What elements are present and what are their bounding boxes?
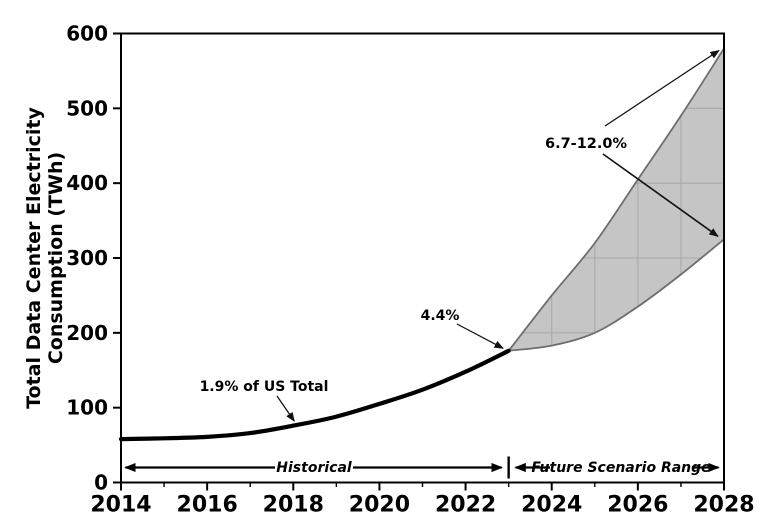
historical-line bbox=[118, 348, 511, 442]
y-tick-label: 300 bbox=[66, 246, 108, 270]
future-scenario-band-edge bbox=[507, 47, 725, 352]
x-tick-label: 2026 bbox=[607, 493, 668, 518]
future-scenario-band bbox=[508, 48, 724, 351]
x-tick-label: 2022 bbox=[435, 493, 496, 518]
y-axis-label-line2: Consumption (TWh) bbox=[45, 152, 67, 364]
annotation-6-7-12-percent: 6.7-12.0% bbox=[545, 136, 627, 152]
y-tick-label: 200 bbox=[66, 321, 108, 345]
annotation-arrow bbox=[604, 49, 720, 127]
x-tick-label: 2016 bbox=[177, 493, 238, 518]
annotation-arrow bbox=[456, 323, 504, 349]
y-tick-label: 500 bbox=[66, 96, 108, 120]
x-tick-label: 2018 bbox=[263, 493, 324, 518]
y-tick-label: 100 bbox=[66, 396, 108, 420]
band-gridlines bbox=[508, 48, 724, 351]
annotation-4-4-percent: 4.4% bbox=[421, 308, 460, 324]
annotation-historical-span: Historical bbox=[276, 460, 352, 476]
annotation-future-span: Future Scenario Range bbox=[531, 460, 710, 476]
x-tick-label: 2028 bbox=[693, 493, 754, 518]
x-tick-label: 2024 bbox=[521, 493, 582, 518]
annotation-arrow bbox=[602, 153, 719, 237]
y-tick-label: 600 bbox=[66, 22, 108, 46]
annotation-1-9-percent: 1.9% of US Total bbox=[200, 379, 329, 395]
x-tick-label: 2020 bbox=[349, 493, 410, 518]
axis-ticks-and-labels: 0 100 200 300 400 500 600 2014 2016 2018 2020 2022 2… bbox=[66, 22, 754, 518]
y-tick-label: 0 bbox=[94, 471, 108, 495]
annotation-arrow bbox=[276, 395, 295, 422]
y-axis-label-line1: Total Data Center Electricity bbox=[23, 106, 45, 408]
x-tick-label: 2014 bbox=[90, 493, 151, 518]
y-tick-label: 400 bbox=[66, 171, 108, 195]
annotation-arrows bbox=[124, 49, 720, 479]
